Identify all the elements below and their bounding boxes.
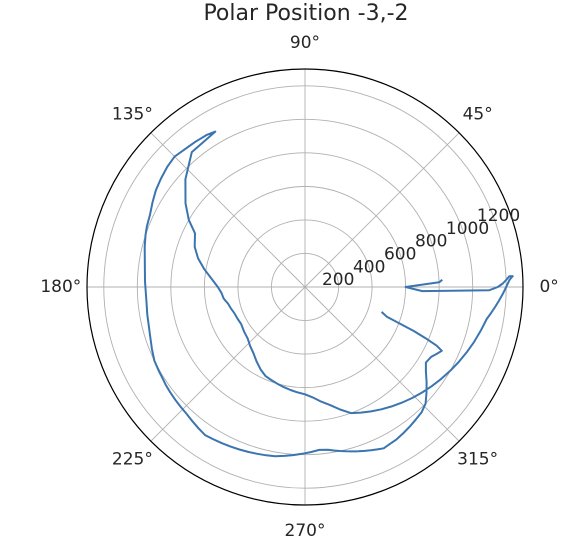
angular-gridline [150,132,306,288]
radial-tick-label: 200 [322,270,354,290]
angular-tick-label: 0° [539,277,558,297]
angular-tick-label: 90° [290,33,320,53]
radial-tick-label: 1000 [446,219,489,239]
angular-gridline [304,286,460,442]
angular-gridline [304,132,460,288]
angular-tick-label: 270° [285,521,326,538]
radial-tick-label: 400 [353,257,385,277]
angular-gridline [150,286,306,442]
series-line [143,130,514,458]
chart-title: Polar Position -3,-2 [203,1,409,26]
radial-tick-label: 1200 [477,206,520,226]
radial-tick-label: 800 [415,232,447,252]
angular-tick-label: 315° [457,450,498,470]
grid-layer [86,68,524,506]
polar-frame [86,68,524,506]
angular-tick-label: 225° [112,450,153,470]
angular-tick-label: 135° [112,104,153,124]
angular-tick-label: 180° [40,277,81,297]
radial-tick-label: 600 [384,244,416,264]
angular-tick-label: 45° [463,104,493,124]
series-layer [143,130,514,458]
label-layer: 0° 45° 90° 135° 180° 225° 270° 315° 200400600800… [40,33,558,538]
